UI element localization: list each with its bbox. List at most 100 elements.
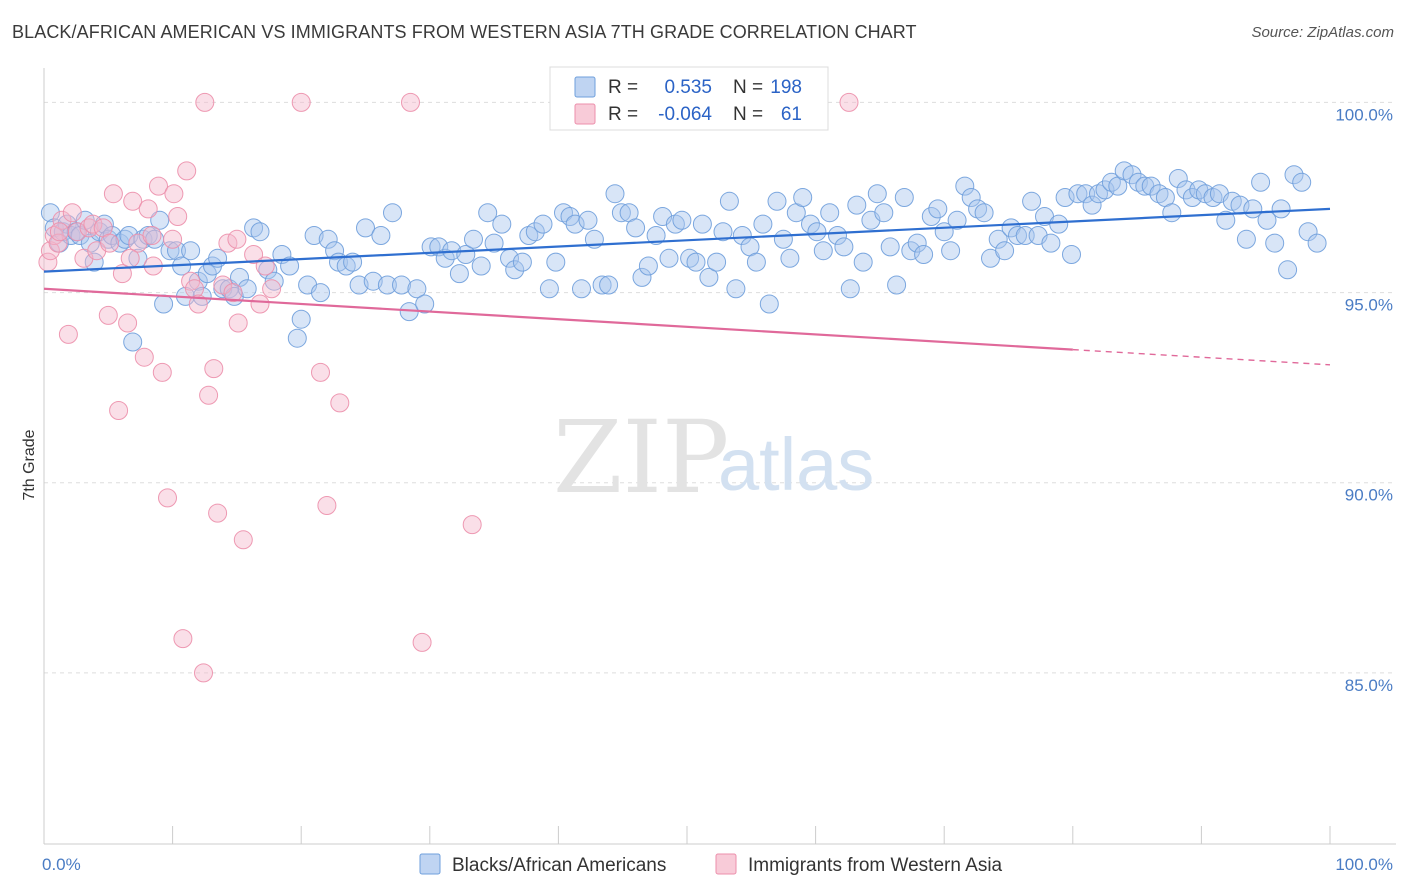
legend-swatch-blacks: [574, 76, 596, 98]
immigrants-point: [40, 241, 60, 261]
axes: [43, 68, 1396, 845]
blacks-point: [921, 207, 941, 226]
blacks-point: [1008, 226, 1027, 245]
immigrants-point: [233, 530, 253, 550]
immigrants-point: [208, 503, 228, 523]
blacks-point: [392, 275, 411, 295]
blacks-point: [546, 252, 566, 272]
immigrants-point: [244, 245, 264, 264]
immigrants-point: [250, 294, 270, 314]
x-tick-labels: 0.0% 100.0%: [42, 855, 1393, 874]
immigrants-point: [123, 191, 143, 211]
blacks-point: [150, 210, 170, 230]
blacks-point: [605, 184, 625, 204]
blacks-point: [1015, 226, 1035, 245]
immigrants-point: [228, 313, 248, 333]
immigrants-point: [199, 385, 219, 405]
immigrants-point: [173, 629, 193, 649]
blacks-point: [311, 283, 330, 303]
blacks-point: [1168, 169, 1188, 188]
blacks-point: [208, 248, 228, 268]
immigrants-point: [330, 393, 350, 413]
blacks-point: [154, 294, 174, 314]
legend-n-label: N =: [733, 77, 763, 98]
blacks-point: [1041, 233, 1061, 253]
immigrants-point: [262, 279, 282, 299]
immigrants-point: [195, 92, 215, 112]
blacks-point: [759, 294, 779, 314]
blacks-point: [887, 275, 907, 295]
immigrants-point: [152, 362, 172, 382]
stats-legend: R = 0.535 N = 198 R = -0.064 N = 61: [549, 66, 829, 131]
blacks-point: [1278, 260, 1298, 280]
blacks-point: [1095, 180, 1115, 200]
blacks-point: [325, 241, 345, 261]
immigrants-point: [118, 313, 138, 333]
blacks-point: [707, 252, 727, 272]
blacks-point: [1068, 184, 1088, 204]
blacks-point: [287, 328, 307, 348]
y-axis-title: 7th Grade: [21, 429, 38, 500]
blacks-point: [820, 203, 840, 223]
y-tick-label: 85.0%: [1345, 676, 1393, 695]
blacks-point: [478, 203, 498, 223]
blacks-point: [699, 267, 719, 287]
blacks-point: [867, 184, 887, 204]
blacks-point: [853, 252, 873, 272]
blacks-point: [874, 203, 894, 223]
immigrants-point: [103, 184, 123, 204]
blacks-point: [578, 210, 598, 230]
legend-n-value: 61: [781, 104, 802, 125]
immigrants-trend-line: [43, 287, 1073, 351]
blacks-trend-line: [43, 207, 1331, 273]
blacks-point: [599, 275, 619, 295]
immigrants-point: [100, 233, 120, 253]
trend-lines: [43, 207, 1331, 366]
blacks-point: [1251, 172, 1271, 192]
blacks-point: [505, 260, 525, 280]
blacks-point: [565, 214, 585, 234]
immigrants-point: [194, 663, 213, 683]
series-legend-swatch-blacks: [419, 853, 441, 875]
immigrants-point: [58, 324, 78, 344]
blacks-point: [1022, 191, 1042, 211]
immigrants-point: [138, 199, 158, 219]
blacks-point: [363, 271, 383, 291]
blacks-point: [572, 279, 591, 299]
blacks-point: [1182, 188, 1202, 207]
y-tick-labels: 100.0% 95.0% 90.0% 85.0%: [1335, 105, 1393, 694]
legend-r-label: R =: [608, 104, 638, 125]
blacks-point: [1101, 172, 1121, 192]
blacks-point: [160, 241, 180, 261]
blacks-point: [1062, 245, 1081, 264]
immigrants-point: [204, 359, 224, 379]
blacks-point: [813, 241, 833, 261]
blacks-point: [84, 252, 104, 272]
blacks-point: [847, 195, 867, 215]
blacks-point: [1149, 184, 1169, 204]
immigrants-point: [109, 401, 129, 420]
blacks-point: [1141, 176, 1161, 196]
blacks-point: [1236, 229, 1256, 249]
immigrants-point: [52, 210, 72, 230]
immigrants-point: [49, 222, 69, 242]
immigrants-point: [168, 207, 188, 226]
blacks-point: [753, 214, 773, 234]
blacks-point: [421, 237, 441, 257]
legend-r-value: -0.064: [658, 104, 712, 125]
immigrants-point: [79, 218, 99, 238]
blacks-point: [646, 226, 666, 245]
blacks-point: [995, 241, 1015, 261]
blacks-point: [449, 264, 469, 284]
blacks-point: [672, 210, 692, 230]
x-tick-label: 100.0%: [1335, 855, 1393, 874]
immigrants-point: [412, 632, 432, 652]
source-label: Source: ZipAtlas.com: [1251, 24, 1394, 41]
blacks-point: [1203, 188, 1223, 207]
blacks-point: [901, 241, 921, 261]
blacks-point: [383, 203, 402, 223]
blacks-point: [659, 248, 679, 268]
immigrants-point: [291, 92, 311, 112]
blacks-point: [680, 248, 700, 268]
